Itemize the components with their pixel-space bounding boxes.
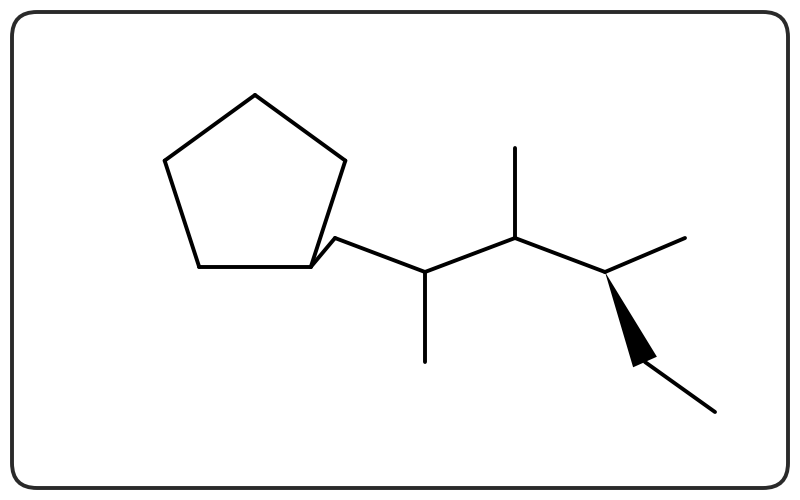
FancyBboxPatch shape (12, 12, 788, 488)
Polygon shape (605, 272, 657, 368)
